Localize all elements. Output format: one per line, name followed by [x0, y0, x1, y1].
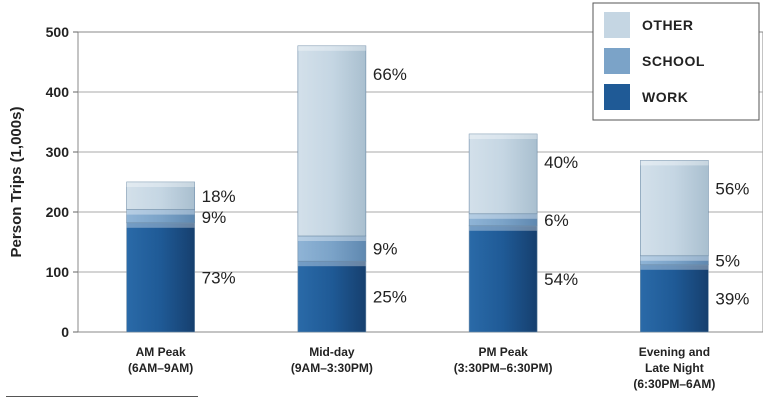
- x-category-label: PM Peak: [478, 345, 528, 359]
- y-tick-label: 200: [46, 204, 70, 220]
- percent-label-other: 56%: [715, 179, 749, 198]
- bar-segment-other: [298, 46, 366, 236]
- bar-segment-other: [469, 134, 537, 214]
- x-category-label: Evening and: [639, 345, 710, 359]
- legend-label-other: OTHER: [642, 17, 694, 33]
- bar-segment-bevel: [298, 46, 366, 51]
- bar-segment-work: [469, 226, 537, 332]
- x-category-label: Mid-day: [309, 345, 355, 359]
- x-category-label: (6:30PM–6AM): [633, 377, 715, 391]
- percent-label-other: 66%: [373, 65, 407, 84]
- legend-swatch-school: [604, 48, 630, 74]
- bar-segment-bevel: [127, 182, 195, 187]
- legend-label-school: SCHOOL: [642, 53, 705, 69]
- percent-label-other: 18%: [202, 187, 236, 206]
- x-category-label: Late Night: [645, 361, 704, 375]
- footnote-divider: [6, 396, 198, 397]
- x-axis-labels: AM Peak (6AM–9AM) Mid-day (9AM–3:30PM) PM Pe…: [128, 345, 715, 391]
- bar-segment-bevel: [469, 226, 537, 231]
- y-axis-ticks: 0 100 200 300 400 500: [46, 24, 78, 340]
- bar-segment-work: [127, 223, 195, 332]
- bar-segment-bevel: [127, 223, 195, 228]
- legend: OTHER SCHOOL WORK: [593, 3, 759, 120]
- percent-label-school: 9%: [202, 208, 227, 227]
- bar-segment-bevel: [640, 265, 708, 270]
- legend-label-work: WORK: [642, 89, 688, 105]
- y-tick-label: 500: [46, 24, 70, 40]
- x-category-label: (3:30PM–6:30PM): [454, 361, 553, 375]
- bar-segment-work: [298, 261, 366, 332]
- percent-label-work: 25%: [373, 288, 407, 307]
- bar-segment-bevel: [127, 210, 195, 215]
- y-tick-label: 0: [61, 324, 69, 340]
- percent-label-school: 5%: [715, 251, 740, 270]
- bar-segment-work: [640, 265, 708, 332]
- bar-segment-bevel: [298, 236, 366, 241]
- y-tick-label: 400: [46, 84, 70, 100]
- bar-segment-bevel: [298, 261, 366, 266]
- percent-label-other: 40%: [544, 153, 578, 172]
- percent-label-school: 9%: [373, 240, 398, 259]
- bar-segment-bevel: [469, 134, 537, 139]
- bar-segment-bevel: [640, 256, 708, 261]
- bar-segment-bevel: [640, 160, 708, 165]
- bar-segment-other: [640, 160, 708, 255]
- y-axis-label: Person Trips (1,000s): [8, 107, 25, 258]
- percent-label-school: 6%: [544, 211, 569, 230]
- x-category-label: (9AM–3:30PM): [291, 361, 373, 375]
- percent-label-work: 73%: [202, 268, 236, 287]
- percent-label-work: 54%: [544, 270, 578, 289]
- x-category-label: AM Peak: [136, 345, 186, 359]
- legend-swatch-other: [604, 12, 630, 38]
- bar-segment-bevel: [469, 214, 537, 219]
- y-tick-label: 100: [46, 264, 70, 280]
- x-category-label: (6AM–9AM): [128, 361, 193, 375]
- y-tick-label: 300: [46, 144, 70, 160]
- legend-swatch-work: [604, 84, 630, 110]
- percent-label-work: 39%: [715, 289, 749, 308]
